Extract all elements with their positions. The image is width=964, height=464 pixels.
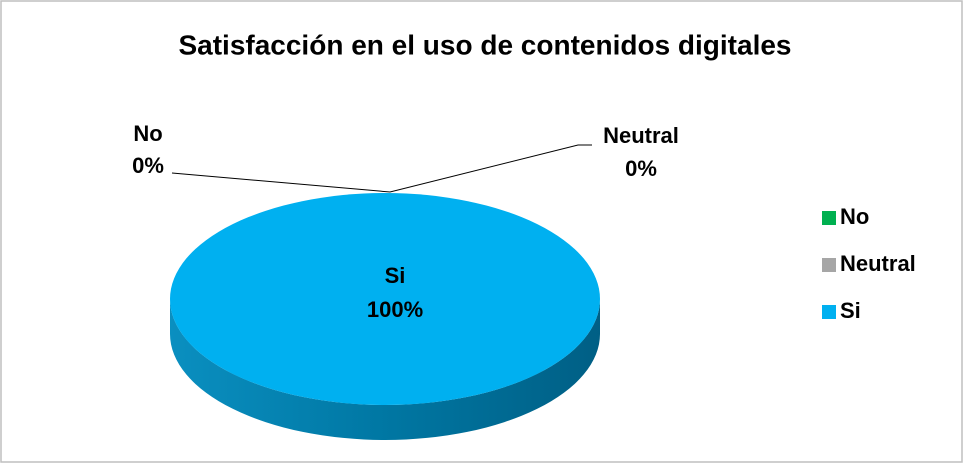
leader-line bbox=[171, 144, 592, 193]
data-labels: No 0% Neutral 0% Si 100% bbox=[132, 121, 679, 322]
data-label-value: 100% bbox=[367, 297, 423, 322]
legend: No Neutral Si bbox=[822, 204, 916, 323]
data-label-name: Si bbox=[385, 263, 406, 288]
chart-title: Satisfacción en el uso de contenidos dig… bbox=[178, 29, 791, 60]
data-label-name: No bbox=[133, 121, 162, 146]
legend-label: Si bbox=[840, 298, 861, 323]
pie-slice bbox=[170, 193, 600, 405]
legend-swatch bbox=[822, 258, 836, 272]
pie bbox=[170, 193, 600, 440]
legend-label: No bbox=[840, 204, 869, 229]
pie-side bbox=[170, 299, 600, 440]
data-label-name: Neutral bbox=[603, 123, 679, 148]
data-label-value: 0% bbox=[625, 156, 657, 181]
data-label-value: 0% bbox=[132, 153, 164, 178]
legend-swatch bbox=[822, 305, 836, 319]
legend-label: Neutral bbox=[840, 251, 916, 276]
legend-swatch bbox=[822, 211, 836, 225]
